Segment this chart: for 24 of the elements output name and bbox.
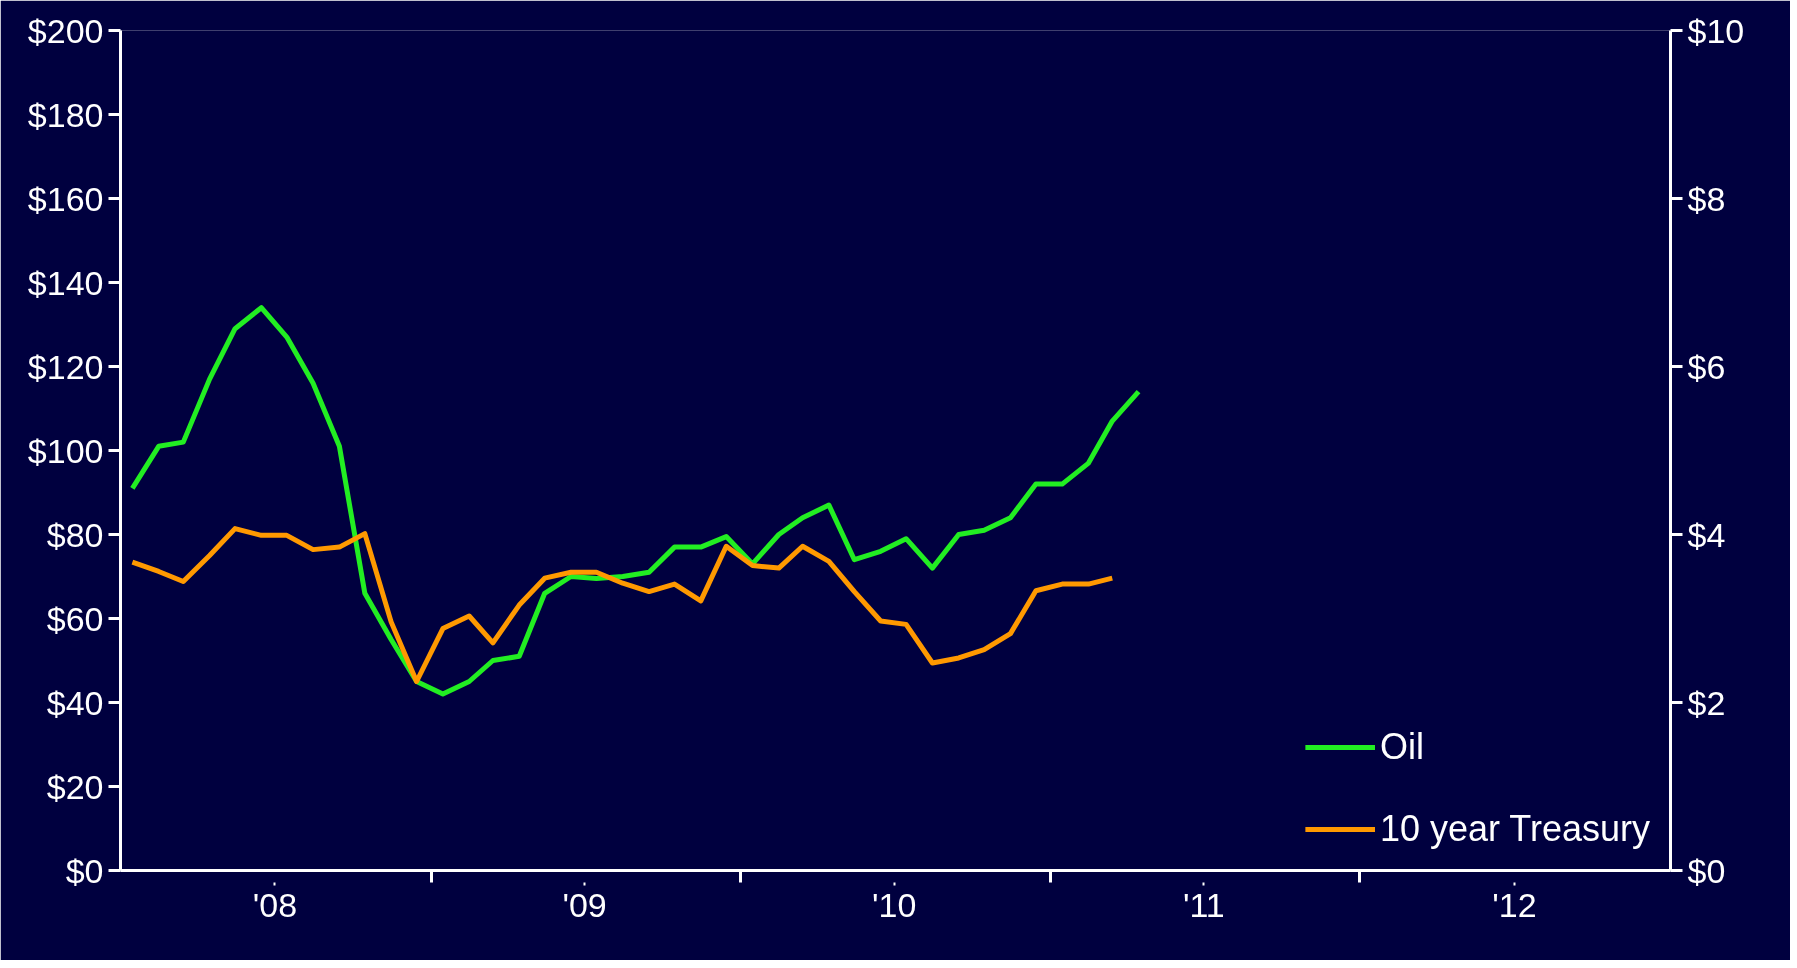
x-tick-label: '11 xyxy=(1182,885,1225,924)
y-tick-label: $0 xyxy=(65,851,104,890)
y-tick-label: $80 xyxy=(46,515,104,554)
y2-tick-label: $10 xyxy=(1687,11,1745,50)
x-tick-label: '09 xyxy=(562,885,607,924)
y-tick-label: $200 xyxy=(27,11,104,50)
x-tick-label: '10 xyxy=(872,885,917,924)
y-tick-label: $160 xyxy=(27,179,104,218)
legend-label: 10 year Treasury xyxy=(1379,808,1650,850)
legend-label: Oil xyxy=(1379,726,1424,768)
y-tick-label: $20 xyxy=(46,767,104,806)
y-tick-label: $120 xyxy=(27,347,104,386)
y2-tick-label: $0 xyxy=(1687,851,1726,890)
y2-tick-label: $6 xyxy=(1687,347,1726,386)
y2-tick-label: $4 xyxy=(1687,515,1726,554)
y2-tick-label: $8 xyxy=(1687,179,1726,218)
y-tick-label: $40 xyxy=(46,683,104,722)
y-tick-label: $140 xyxy=(27,263,104,302)
y-tick-label: $100 xyxy=(27,431,104,470)
x-tick-label: '12 xyxy=(1492,885,1537,924)
x-tick-label: '08 xyxy=(252,885,298,924)
y-tick-label: $180 xyxy=(27,95,104,134)
y-tick-label: $60 xyxy=(46,599,104,638)
y2-tick-label: $2 xyxy=(1687,683,1726,722)
